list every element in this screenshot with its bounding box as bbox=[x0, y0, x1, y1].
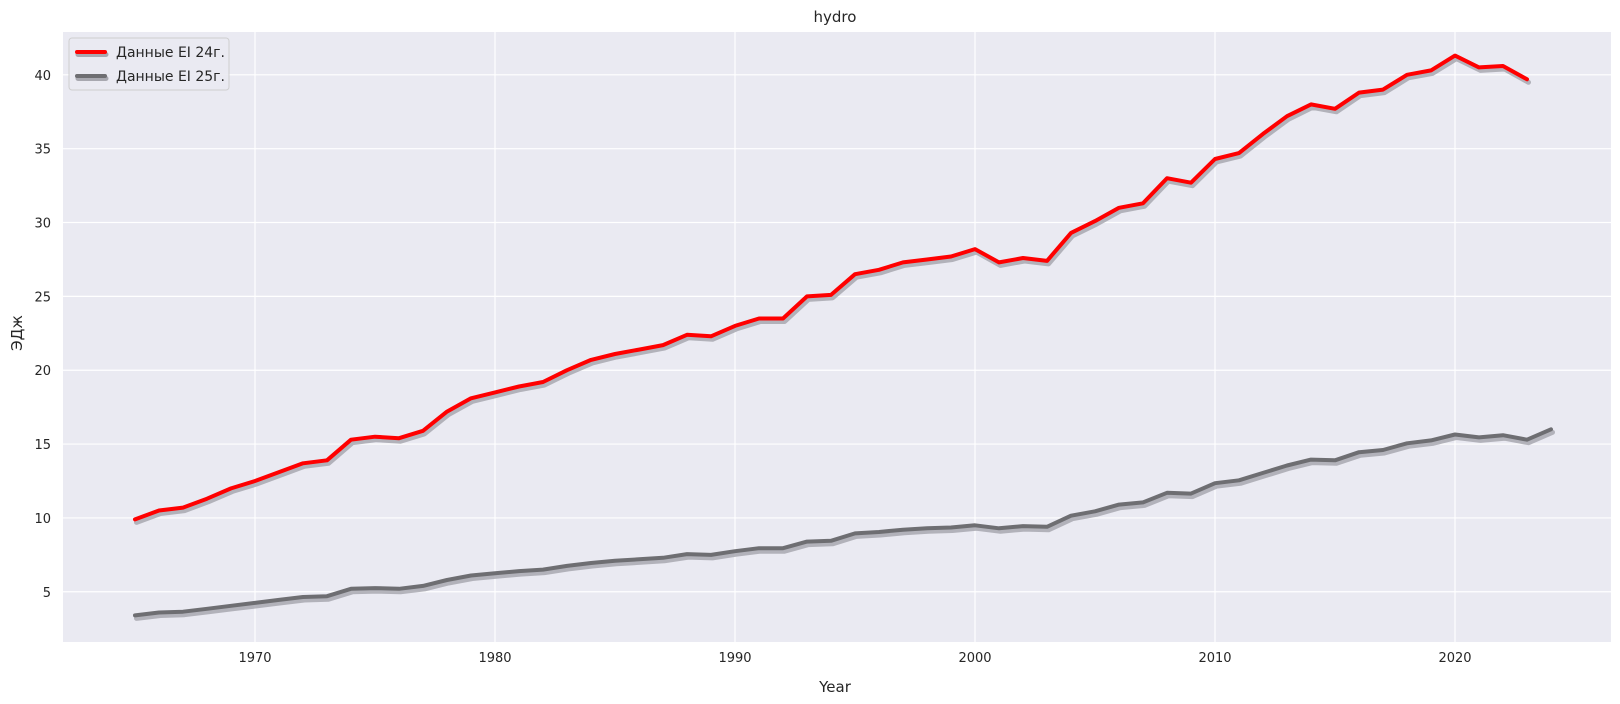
y-tick-label: 25 bbox=[34, 290, 51, 305]
x-tick-label: 1980 bbox=[478, 651, 511, 666]
x-tick-label: 1970 bbox=[238, 651, 271, 666]
x-tick-label: 1990 bbox=[718, 651, 751, 666]
x-tick-label: 2000 bbox=[958, 651, 991, 666]
y-tick-label: 5 bbox=[43, 586, 51, 601]
x-tick-label: 2010 bbox=[1198, 651, 1231, 666]
y-tick-label: 20 bbox=[34, 364, 51, 379]
y-tick-label: 10 bbox=[34, 512, 51, 527]
grid bbox=[63, 32, 1611, 642]
series-group bbox=[133, 53, 1555, 621]
y-tick-label: 35 bbox=[34, 143, 51, 158]
y-axis-ticks: 5 10 15 20 25 30 35 40 bbox=[34, 69, 51, 601]
series-2-shadow bbox=[134, 429, 1555, 621]
x-axis-label: Year bbox=[818, 678, 852, 696]
y-tick-label: 30 bbox=[34, 217, 51, 232]
legend-frame bbox=[68, 37, 230, 91]
series-1-line bbox=[133, 53, 1529, 522]
x-axis-ticks: 1970 1980 1990 2000 2010 2020 bbox=[238, 651, 1471, 666]
series-2-line bbox=[133, 427, 1553, 618]
legend: Данные EI 24г. Данные EI 25г. bbox=[68, 37, 230, 91]
y-tick-label: 15 bbox=[34, 438, 51, 453]
x-tick-label: 2020 bbox=[1438, 651, 1471, 666]
legend-label: Данные EI 25г. bbox=[116, 69, 225, 85]
plot-area bbox=[63, 32, 1611, 642]
chart-title: hydro bbox=[814, 8, 857, 26]
y-axis-label: ЭДж bbox=[8, 315, 26, 351]
series-1-shadow bbox=[134, 56, 1531, 525]
legend-label: Данные EI 24г. bbox=[116, 45, 225, 61]
y-tick-label: 40 bbox=[34, 69, 51, 84]
